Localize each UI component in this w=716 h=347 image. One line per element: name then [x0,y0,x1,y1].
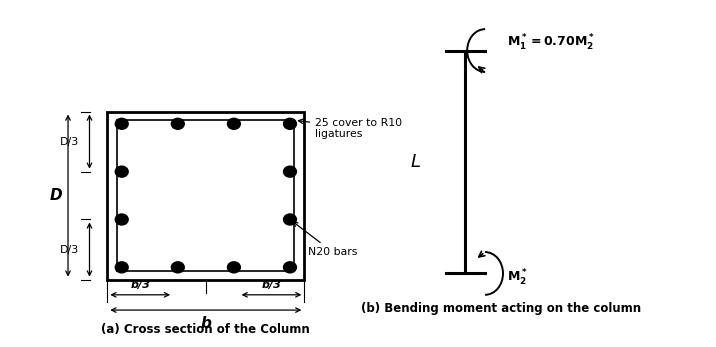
Bar [117,120,294,271]
Circle shape [284,166,296,177]
Text: D: D [49,188,62,203]
Text: N20 bars: N20 bars [294,222,357,257]
Text: b/3: b/3 [261,280,281,290]
Text: 25 cover to R10
ligatures: 25 cover to R10 ligatures [299,118,402,139]
Circle shape [115,166,128,177]
Text: $\mathbf{M_1^* = 0.70M_2^*}$: $\mathbf{M_1^* = 0.70M_2^*}$ [507,33,594,53]
Circle shape [228,118,241,129]
Circle shape [284,262,296,273]
Circle shape [171,118,184,129]
Text: (a) Cross section of the Column: (a) Cross section of the Column [102,323,310,337]
Circle shape [228,262,241,273]
Text: b: b [200,316,211,331]
Circle shape [115,262,128,273]
Circle shape [284,118,296,129]
Bar [107,112,304,280]
Circle shape [171,262,184,273]
Text: b/3: b/3 [130,280,150,290]
Circle shape [115,214,128,225]
Text: $\mathbf{M_2^*}$: $\mathbf{M_2^*}$ [507,268,527,288]
Circle shape [115,118,128,129]
Text: $L$: $L$ [410,153,421,171]
Text: D/3: D/3 [60,245,79,254]
Text: (b) Bending moment acting on the column: (b) Bending moment acting on the column [361,302,642,315]
Text: D/3: D/3 [60,137,79,147]
Circle shape [284,214,296,225]
